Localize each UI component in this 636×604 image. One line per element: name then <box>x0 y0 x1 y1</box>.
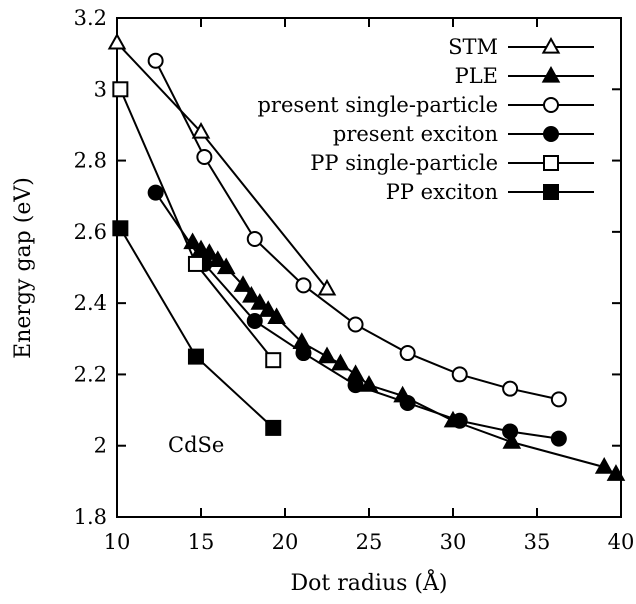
x-tick-label: 15 <box>188 530 215 554</box>
data-point-pp-exciton <box>187 348 204 365</box>
legend-label: PP exciton <box>386 180 498 204</box>
x-tick-label: 40 <box>608 530 635 554</box>
data-point-present-single-particle <box>502 380 519 397</box>
data-point-present-single-particle <box>147 52 164 69</box>
x-tick-label: 20 <box>272 530 299 554</box>
legend: STM PLE present single-particle present exc… <box>257 35 594 204</box>
data-point-ple <box>233 275 253 292</box>
data-point-present-single-particle <box>347 316 364 333</box>
legend-marker <box>543 97 559 113</box>
legend-marker <box>541 65 561 83</box>
data-point-pp-single-particle <box>265 352 282 369</box>
data-point-pp-exciton <box>265 419 282 436</box>
y-tick-label: 1.8 <box>74 505 107 529</box>
y-axis-label: Energy gap (eV) <box>11 177 36 359</box>
x-tick-label: 25 <box>356 530 383 554</box>
data-point-ple <box>208 250 228 267</box>
data-point-ple <box>258 300 278 317</box>
data-point-stm <box>191 122 211 139</box>
data-point-present-exciton <box>399 394 416 411</box>
series-pp-exciton <box>112 220 282 436</box>
series-layer <box>107 32 626 481</box>
legend-label: present single-particle <box>257 93 498 117</box>
series-line-stm <box>116 42 328 290</box>
data-point-pp-exciton <box>112 220 129 237</box>
y-tick-label: 2.8 <box>74 149 107 173</box>
series-present-single-particle <box>147 52 567 408</box>
y-tick-label: 2.6 <box>74 220 107 244</box>
data-point-ple <box>317 346 337 364</box>
legend-entry-present-exciton: present exciton <box>333 122 594 146</box>
legend-entry-ple: PLE <box>455 64 594 88</box>
data-point-ple <box>242 285 261 303</box>
x-tick-label: 35 <box>524 530 551 554</box>
data-point-ple <box>331 353 350 371</box>
legend-entry-present-single-particle: present single-particle <box>257 93 594 117</box>
series-pp-single-particle <box>112 81 282 369</box>
legend-label: present exciton <box>333 122 498 146</box>
data-point-present-single-particle <box>399 345 416 362</box>
data-point-ple <box>606 464 626 481</box>
y-tick-label: 2.2 <box>74 362 107 386</box>
legend-label: STM <box>448 35 498 59</box>
data-point-present-exciton <box>451 412 468 429</box>
legend-label: PP single-particle <box>310 151 498 175</box>
data-point-ple <box>594 457 614 474</box>
y-tick-label: 2.4 <box>74 291 107 315</box>
x-axis-label: Dot radius (Å) <box>291 568 448 596</box>
data-point-present-exciton <box>347 377 364 394</box>
data-point-present-single-particle <box>550 391 567 408</box>
data-point-ple <box>216 257 236 275</box>
data-point-present-single-particle <box>295 277 312 294</box>
legend-marker <box>543 184 559 200</box>
data-point-present-single-particle <box>196 149 213 166</box>
data-point-present-single-particle <box>451 366 468 383</box>
legend-entry-pp-single-particle: PP single-particle <box>310 151 594 175</box>
data-point-present-exciton <box>295 345 312 362</box>
series-present-exciton <box>147 184 567 447</box>
data-point-ple <box>267 307 286 324</box>
legend-marker <box>543 126 559 142</box>
cdse-annotation: CdSe <box>168 433 224 457</box>
y-tick-label: 3.2 <box>74 6 107 30</box>
data-point-stm <box>317 278 337 296</box>
legend-entry-pp-exciton: PP exciton <box>386 180 594 204</box>
legend-entry-stm: STM <box>448 35 594 59</box>
axis-ticks: 10 15 20 25 30 35 40 1.8 2 2.2 2.4 2.6 2.8 3 3.2 <box>74 6 635 554</box>
series-stm <box>107 32 337 296</box>
x-tick-label: 30 <box>440 530 467 554</box>
data-point-present-exciton <box>246 312 263 329</box>
legend-marker <box>541 36 561 54</box>
legend-marker <box>543 155 559 171</box>
data-point-ple <box>502 432 522 449</box>
data-point-stm <box>107 32 127 50</box>
x-tick-label: 10 <box>104 530 131 554</box>
data-point-ple <box>250 293 270 310</box>
y-tick-label: 2 <box>94 434 107 458</box>
data-point-present-exciton <box>550 430 567 447</box>
series-line-present-exciton <box>154 192 559 440</box>
data-point-pp-single-particle <box>187 255 204 272</box>
y-tick-label: 3 <box>94 77 107 101</box>
data-point-present-exciton <box>502 423 519 440</box>
data-point-present-exciton <box>147 184 164 201</box>
data-point-pp-single-particle <box>112 81 129 98</box>
data-point-present-single-particle <box>246 230 263 247</box>
legend-label: PLE <box>455 64 498 88</box>
